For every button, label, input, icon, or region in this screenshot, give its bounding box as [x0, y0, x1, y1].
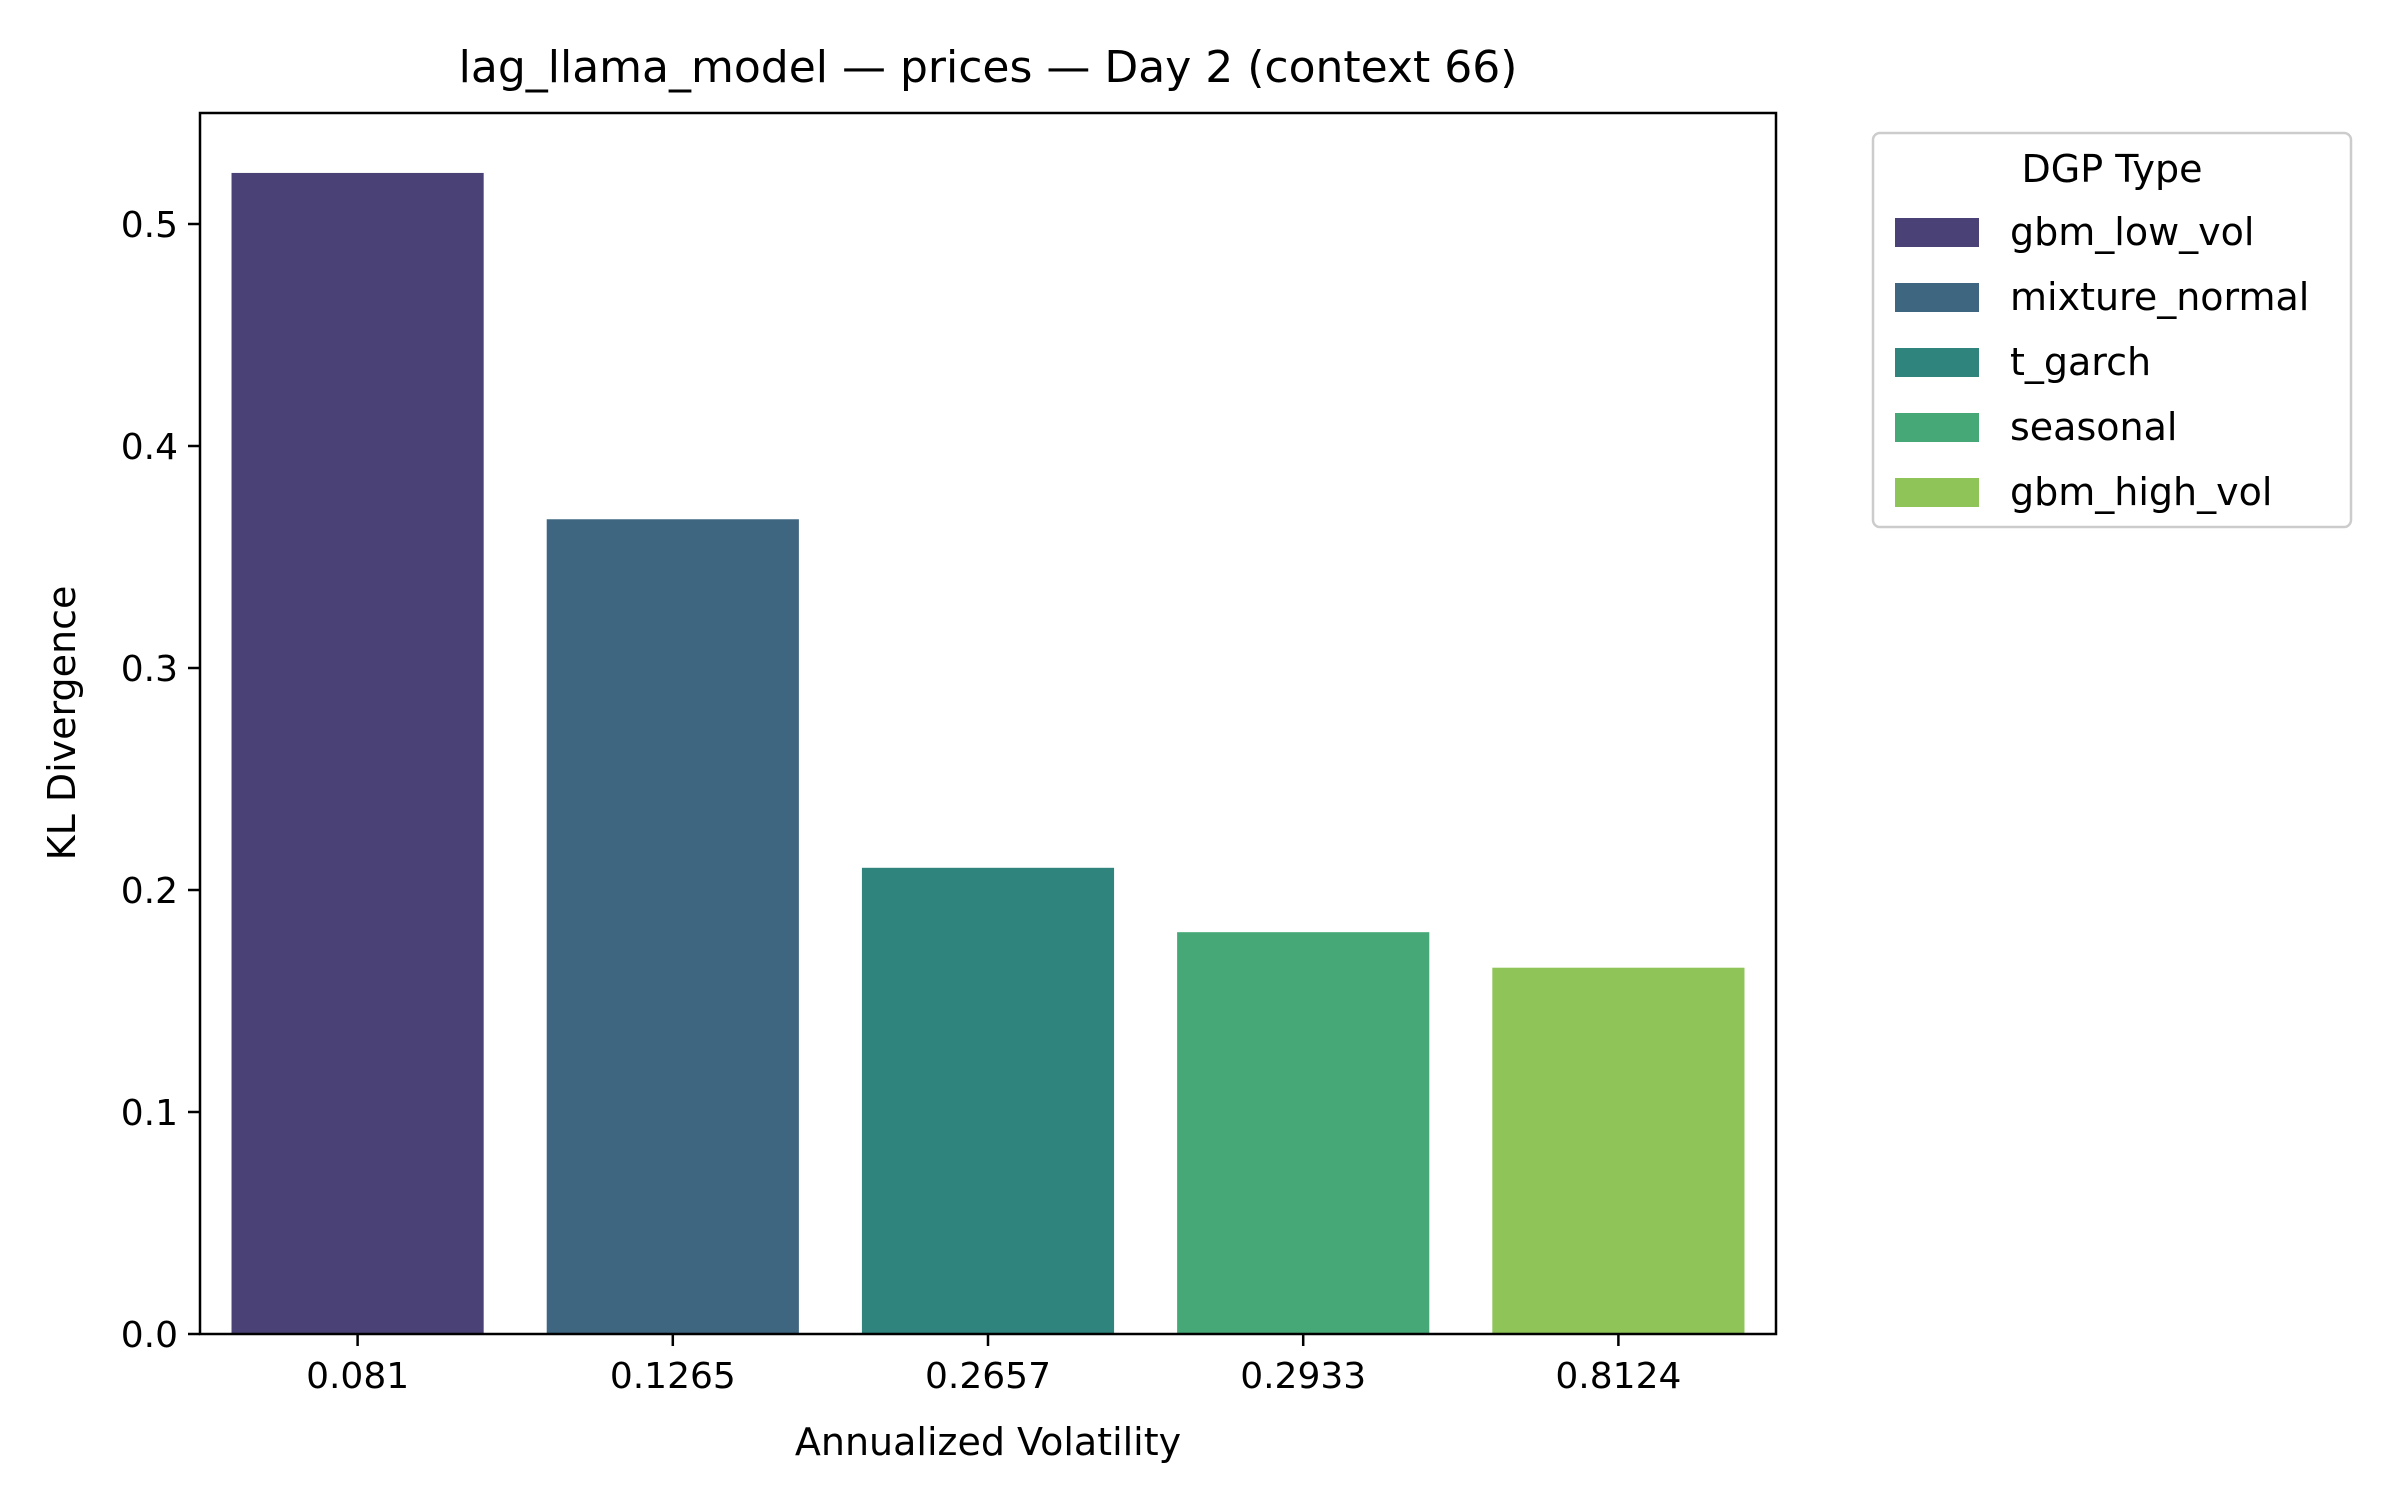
chart-title: lag_llama_model — prices — Day 2 (contex… [459, 42, 1518, 93]
x-axis-ticks: 0.081 0.1265 0.2657 0.2933 0.8124 [306, 1334, 1681, 1397]
legend-swatch-gbm_low_vol [1895, 218, 1979, 247]
y-tick-label: 0.5 [121, 205, 178, 246]
legend-swatch-seasonal [1895, 413, 1979, 442]
legend-entries: gbm_low_vol mixture_normal t_garch seasonal… [1895, 210, 2309, 514]
x-tick-label: 0.081 [306, 1356, 409, 1397]
legend-frame [1871, 131, 2353, 529]
x-tick-label: 0.1265 [610, 1356, 736, 1397]
y-tick-label: 0.4 [121, 427, 178, 468]
legend: DGP Type gbm_low_vol mixture_normal t_garc… [1871, 131, 2353, 529]
legend-swatch-t_garch [1895, 348, 1979, 377]
legend-title: DGP Type [2022, 147, 2203, 191]
bar-mixture_normal [546, 519, 799, 1334]
bar-t_garch [861, 867, 1115, 1334]
legend-label-gbm_low_vol: gbm_low_vol [2010, 210, 2254, 254]
legend-label-mixture_normal: mixture_normal [2010, 275, 2309, 319]
y-axis-ticks: 0.0 0.1 0.2 0.3 0.4 0.5 [121, 205, 200, 1356]
y-tick-label: 0.1 [121, 1093, 178, 1134]
y-axis-label: KL Divergence [40, 586, 84, 861]
x-axis-label: Annualized Volatility [795, 1420, 1181, 1464]
bar-gbm_high_vol [1492, 967, 1745, 1334]
x-tick-label: 0.2657 [925, 1356, 1051, 1397]
legend-label-seasonal: seasonal [2010, 405, 2177, 449]
x-tick-label: 0.8124 [1555, 1356, 1681, 1397]
legend-swatch-gbm_high_vol [1895, 478, 1979, 507]
bars-group [231, 172, 1745, 1335]
legend-label-gbm_high_vol: gbm_high_vol [2010, 470, 2272, 514]
y-tick-label: 0.2 [121, 871, 178, 912]
y-tick-label: 0.0 [121, 1315, 178, 1356]
x-tick-label: 0.2933 [1240, 1356, 1366, 1397]
legend-swatch-mixture_normal [1895, 283, 1979, 312]
y-tick-label: 0.3 [121, 649, 178, 690]
bar-gbm_low_vol [231, 172, 484, 1335]
legend-label-t_garch: t_garch [2010, 340, 2151, 384]
plot-frame [198, 111, 1778, 1336]
bar-seasonal [1177, 932, 1430, 1334]
